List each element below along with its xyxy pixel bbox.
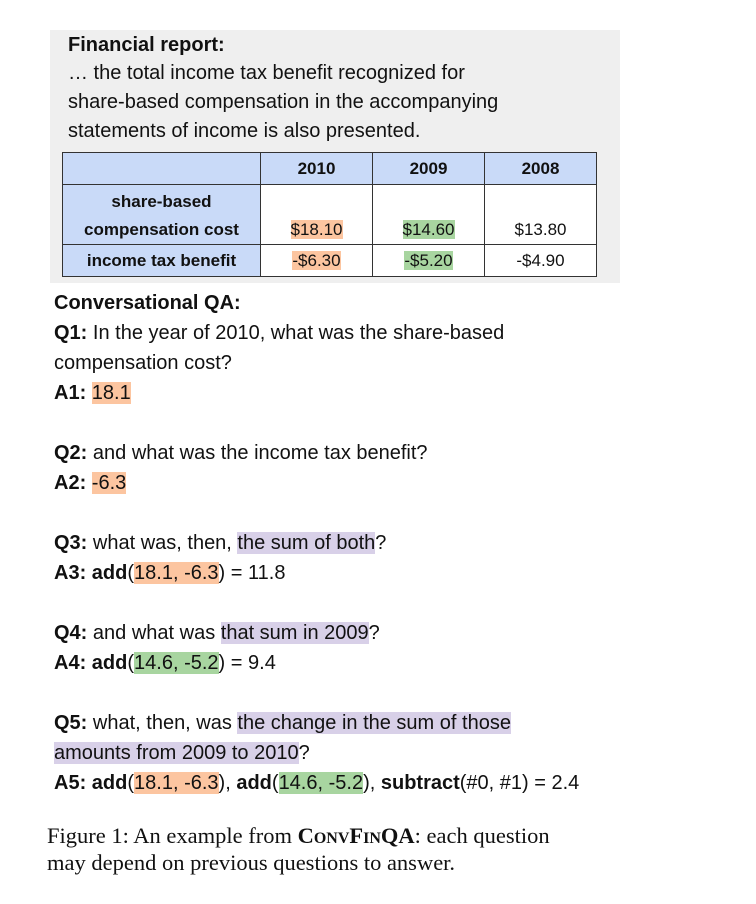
answer-5: A5: add(18.1, -6.3), add(14.6, -5.2), su… <box>54 772 580 794</box>
answer-4: A4: add(14.6, -5.2) = 9.4 <box>54 652 276 674</box>
table-cell: -$6.30 <box>260 244 373 277</box>
row-label-line: compensation cost <box>84 220 239 239</box>
qa-heading: Conversational QA: <box>54 292 241 314</box>
financial-table: 2010 2009 2008 share-based compensation … <box>62 152 597 277</box>
question-4: Q4: and what was that sum in 2009? <box>54 622 380 644</box>
table-cell: $13.80 <box>484 184 597 245</box>
dataset-name: ConvFinQA <box>297 823 415 848</box>
question-1: Q1: In the year of 2010, what was the sh… <box>54 322 505 344</box>
question-1-cont: compensation cost? <box>54 352 232 374</box>
answer-value: 18.1 <box>91 382 131 404</box>
report-text-line: … the total income tax benefit recognize… <box>68 62 465 84</box>
table-header-empty <box>62 152 261 185</box>
question-2: Q2: and what was the income tax benefit? <box>54 442 428 464</box>
report-text-line: share-based compensation in the accompan… <box>68 91 499 113</box>
table-value: -$5.20 <box>404 250 453 270</box>
table-value: $13.80 <box>514 220 567 239</box>
report-text-line: statements of income is also presented. <box>68 120 421 142</box>
table-cell: -$4.90 <box>484 244 597 277</box>
table-value: $14.60 <box>402 220 455 239</box>
report-title: Financial report: <box>68 34 225 56</box>
table-row: share-based compensation cost $18.10 $14… <box>62 184 597 245</box>
table-cell: $18.10 <box>260 184 373 245</box>
answer-2: A2: -6.3 <box>54 472 127 494</box>
figure-caption: Figure 1: An example from ConvFinQA: eac… <box>47 823 550 875</box>
table-row: income tax benefit -$6.30 -$5.20 -$4.90 <box>62 244 597 277</box>
table-header-cell: 2008 <box>484 152 597 185</box>
table-header-cell: 2010 <box>260 152 373 185</box>
table-cell: -$5.20 <box>372 244 485 277</box>
row-label: share-based compensation cost <box>62 184 261 245</box>
table-value: $18.10 <box>290 220 343 239</box>
question-5: Q5: what, then, was the change in the su… <box>54 712 511 734</box>
table-cell: $14.60 <box>372 184 485 245</box>
row-label-line: share-based <box>111 192 212 211</box>
question-5-cont: amounts from 2009 to 2010? <box>54 742 310 764</box>
table-header-cell: 2009 <box>372 152 485 185</box>
table-value: -$4.90 <box>516 250 565 270</box>
answer-3: A3: add(18.1, -6.3) = 11.8 <box>54 562 286 584</box>
table-header-row: 2010 2009 2008 <box>62 152 597 185</box>
row-label: income tax benefit <box>62 244 261 277</box>
financial-report-panel: Financial report: … the total income tax… <box>50 30 620 283</box>
question-3: Q3: what was, then, the sum of both? <box>54 532 387 554</box>
answer-1: A1: 18.1 <box>54 382 131 404</box>
table-value: -$6.30 <box>292 250 341 270</box>
answer-value: -6.3 <box>91 472 127 494</box>
